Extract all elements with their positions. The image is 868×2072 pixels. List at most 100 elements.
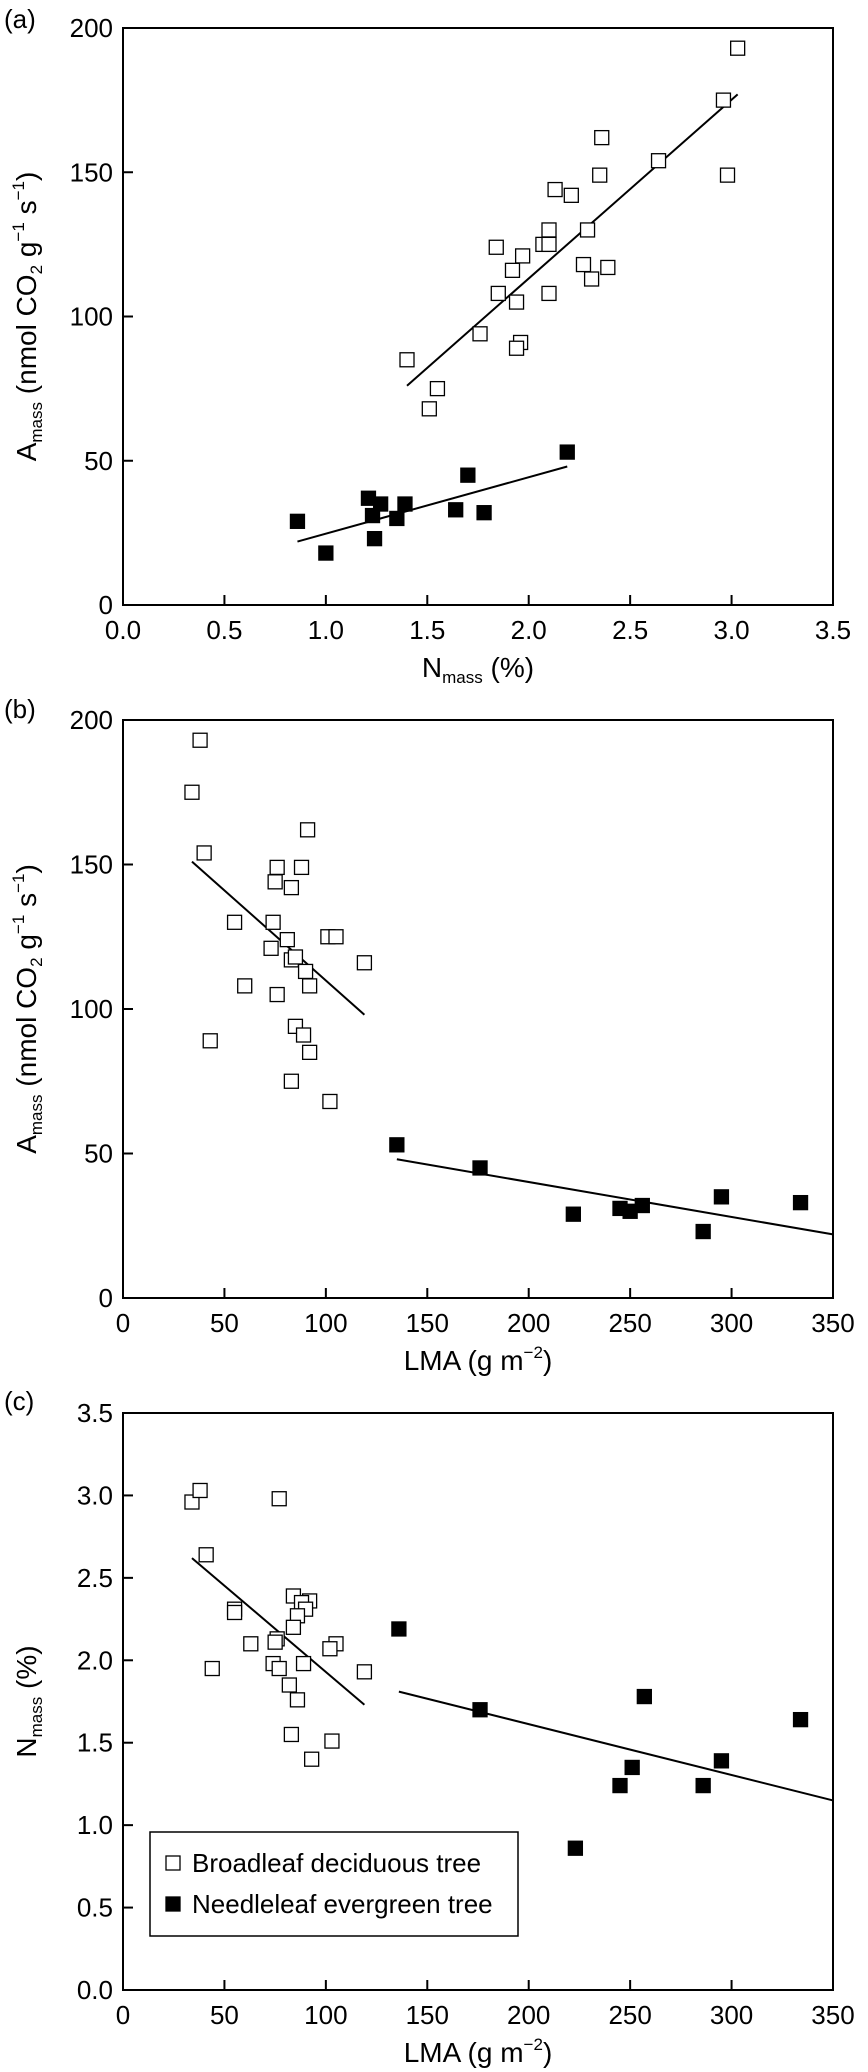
x-tick-label: 0.5 bbox=[206, 615, 242, 645]
data-point-broadleaf bbox=[504, 262, 521, 278]
data-point-broadleaf bbox=[192, 732, 208, 748]
data-point-broadleaf bbox=[541, 222, 557, 238]
data-point-broadleaf bbox=[719, 167, 736, 183]
y-tick-label: 200 bbox=[70, 13, 113, 43]
y-tick-label: 0 bbox=[99, 590, 113, 620]
data-point-needleleaf bbox=[448, 502, 464, 518]
legend-box bbox=[149, 1831, 519, 1937]
x-tick-label: 300 bbox=[710, 1308, 753, 1338]
data-point-broadleaf bbox=[269, 986, 285, 1003]
x-tick-label: 50 bbox=[210, 2000, 239, 2030]
y-tick-label: 3.0 bbox=[77, 1480, 113, 1510]
data-point-needleleaf bbox=[695, 1777, 711, 1794]
y-tick-label: 0 bbox=[99, 1283, 113, 1313]
data-point-broadleaf bbox=[196, 845, 212, 861]
data-point-broadleaf bbox=[650, 153, 667, 169]
data-point-broadleaf bbox=[508, 294, 525, 310]
chart-panel-2: (b) 0 50 100 150 200 250 300 350 0 50 100 150 200 LMA … bbox=[4, 694, 855, 1376]
data-point-broadleaf bbox=[600, 259, 616, 276]
data-point-broadleaf bbox=[283, 1726, 300, 1743]
x-axis-title: LMA (g m−2) bbox=[404, 2035, 553, 2068]
x-tick-label: 100 bbox=[304, 1308, 347, 1338]
data-point-broadleaf bbox=[184, 1494, 200, 1510]
series-needleleaf bbox=[289, 444, 575, 561]
data-point-broadleaf bbox=[301, 1044, 318, 1060]
data-point-needleleaf bbox=[624, 1759, 640, 1776]
data-point-broadleaf bbox=[184, 784, 200, 800]
data-point-needleleaf bbox=[713, 1753, 730, 1769]
data-point-broadleaf bbox=[226, 1604, 243, 1621]
y-tick-label: 2.5 bbox=[77, 1563, 113, 1593]
data-point-needleleaf bbox=[792, 1194, 809, 1211]
data-point-needleleaf bbox=[472, 1702, 488, 1718]
data-point-needleleaf bbox=[289, 513, 306, 529]
data-point-broadleaf bbox=[269, 859, 285, 876]
y-tick-label: 100 bbox=[70, 302, 113, 332]
legend: Broadleaf deciduous tree Needleleaf everg… bbox=[149, 1831, 519, 1937]
data-point-broadleaf bbox=[583, 271, 600, 287]
x-tick-label: 3.0 bbox=[713, 615, 749, 645]
x-tick-label: 250 bbox=[608, 1308, 651, 1338]
data-point-broadleaf bbox=[283, 1073, 300, 1089]
legend-marker-needleleaf bbox=[165, 1896, 181, 1912]
data-point-broadleaf bbox=[265, 914, 281, 930]
data-point-broadleaf bbox=[271, 1491, 287, 1507]
x-tick-label: 2.5 bbox=[612, 615, 648, 645]
y-tick-label: 2.0 bbox=[77, 1645, 113, 1675]
data-point-broadleaf bbox=[594, 129, 610, 146]
data-point-broadleaf bbox=[514, 248, 531, 264]
data-point-broadleaf bbox=[297, 963, 314, 980]
x-tick-label: 150 bbox=[406, 2000, 449, 2030]
data-point-broadleaf bbox=[279, 931, 295, 948]
y-tick-label: 0.5 bbox=[77, 1893, 113, 1923]
data-point-broadleaf bbox=[226, 914, 243, 930]
data-point-broadleaf bbox=[263, 940, 279, 956]
panel-label: (b) bbox=[4, 694, 36, 724]
fit-line-needleleaf bbox=[297, 465, 568, 543]
data-point-broadleaf bbox=[715, 92, 732, 108]
y-tick-label: 1.5 bbox=[77, 1728, 113, 1758]
plot-frame bbox=[122, 1412, 834, 1991]
data-point-broadleaf bbox=[304, 1751, 320, 1767]
data-point-broadleaf bbox=[488, 239, 504, 255]
legend-label-needleleaf: Needleleaf evergreen tree bbox=[192, 1889, 493, 1919]
data-point-broadleaf bbox=[299, 822, 316, 838]
plot-frame bbox=[122, 719, 834, 1299]
data-point-broadleaf bbox=[243, 1636, 259, 1652]
data-point-needleleaf bbox=[472, 1160, 488, 1176]
y-tick-label: 200 bbox=[70, 705, 113, 735]
data-point-broadleaf bbox=[324, 1733, 340, 1749]
x-tick-label: 350 bbox=[811, 1308, 854, 1338]
x-tick-label: 0 bbox=[116, 1308, 130, 1338]
data-point-needleleaf bbox=[372, 496, 389, 512]
data-point-needleleaf bbox=[565, 1206, 581, 1222]
y-tick-label: 50 bbox=[84, 1139, 113, 1169]
data-point-broadleaf bbox=[295, 1655, 312, 1672]
panel-label: (a) bbox=[4, 4, 36, 34]
data-point-needleleaf bbox=[567, 1840, 584, 1856]
x-tick-label: 200 bbox=[507, 2000, 550, 2030]
data-point-broadleaf bbox=[490, 285, 506, 302]
data-point-broadleaf bbox=[399, 352, 415, 368]
data-point-broadleaf bbox=[289, 1692, 306, 1708]
data-point-broadleaf bbox=[283, 879, 300, 896]
data-point-broadleaf bbox=[287, 949, 304, 965]
data-point-broadleaf bbox=[281, 1677, 297, 1693]
x-tick-label: 1.5 bbox=[409, 615, 445, 645]
data-point-broadleaf bbox=[198, 1547, 214, 1563]
data-point-needleleaf bbox=[366, 530, 383, 547]
fit-line-broadleaf bbox=[191, 860, 366, 1016]
fit-line-needleleaf bbox=[398, 1690, 834, 1802]
y-tick-label: 50 bbox=[84, 446, 113, 476]
data-point-needleleaf bbox=[713, 1189, 730, 1205]
data-point-broadleaf bbox=[541, 285, 557, 302]
x-tick-label: 3.5 bbox=[815, 615, 851, 645]
data-point-broadleaf bbox=[328, 929, 344, 945]
data-point-broadleaf bbox=[421, 401, 437, 417]
x-tick-label: 250 bbox=[608, 2000, 651, 2030]
y-tick-label: 1.0 bbox=[77, 1810, 113, 1840]
data-point-broadleaf bbox=[575, 256, 592, 273]
y-tick-label: 150 bbox=[70, 157, 113, 187]
series-broadleaf bbox=[399, 40, 746, 417]
